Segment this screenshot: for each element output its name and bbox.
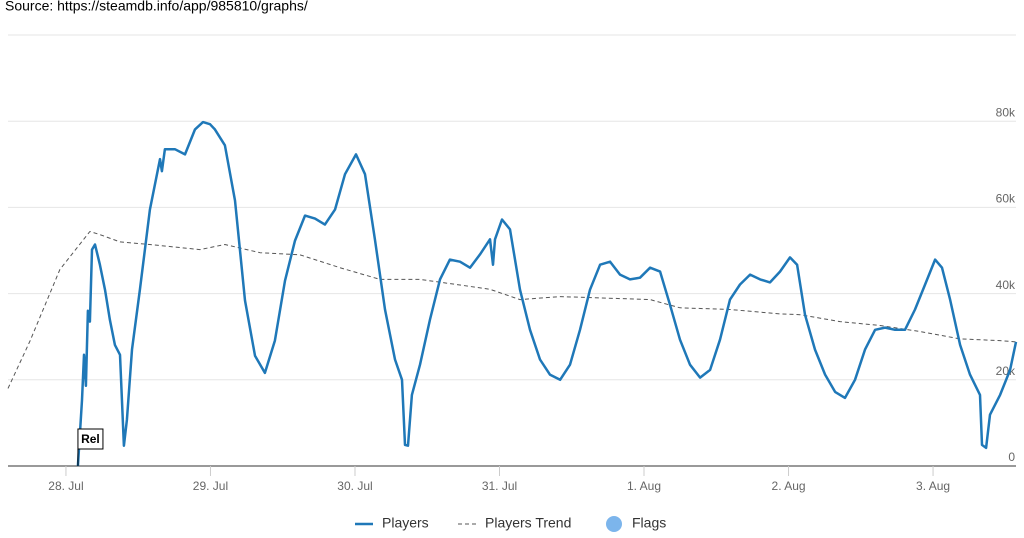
- flag-label: Rel: [81, 432, 100, 446]
- y-tick-label: 60k: [996, 192, 1016, 206]
- legend-swatch[interactable]: [606, 516, 622, 532]
- legend-label[interactable]: Players: [382, 515, 429, 531]
- y-tick-label: 80k: [996, 105, 1016, 119]
- players-line: [76, 120, 1018, 467]
- x-tick-label: 29. Jul: [193, 479, 228, 493]
- y-tick-label: 20k: [996, 364, 1016, 378]
- x-tick-label: 2. Aug: [772, 479, 806, 493]
- legend-label[interactable]: Players Trend: [485, 515, 571, 531]
- legend-label[interactable]: Flags: [632, 515, 666, 531]
- y-tick-label: 0: [1008, 450, 1015, 464]
- x-tick-label: 3. Aug: [916, 479, 950, 493]
- flag-box: [77, 428, 104, 450]
- x-tick-label: 30. Jul: [337, 479, 372, 493]
- x-tick-label: 31. Jul: [482, 479, 517, 493]
- y-tick-label: 40k: [996, 278, 1016, 292]
- x-tick-label: 1. Aug: [627, 479, 661, 493]
- x-tick-label: 28. Jul: [48, 479, 83, 493]
- trend-line: [7, 231, 1017, 389]
- source: Source: https://steamdb.info/app/985810/…: [5, 0, 308, 14]
